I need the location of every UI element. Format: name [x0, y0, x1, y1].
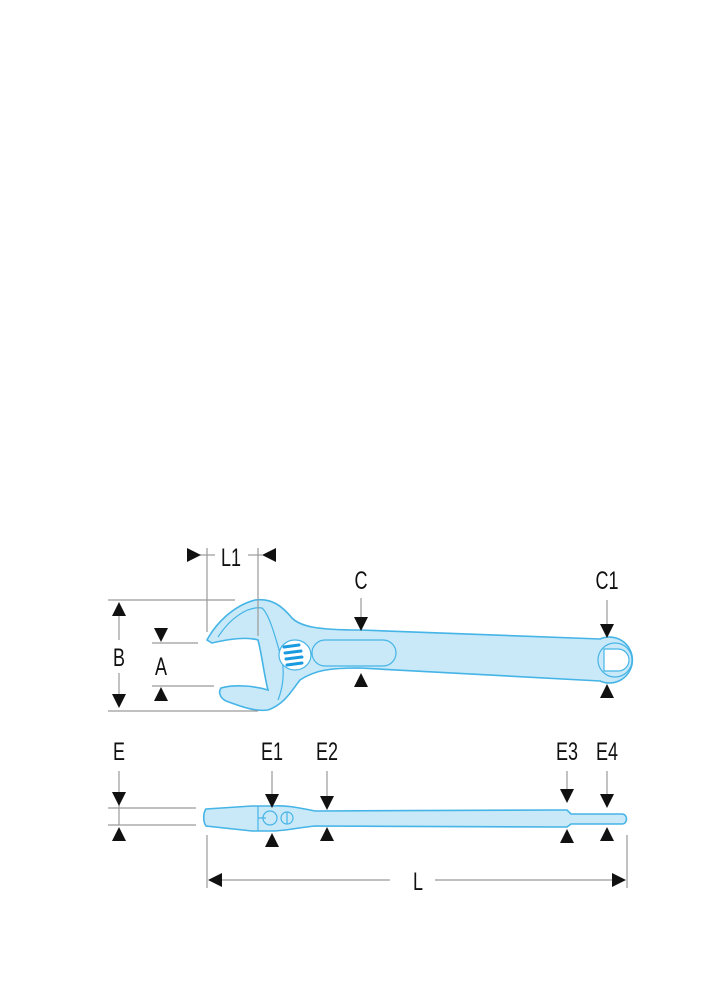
arrow-up-icon: [265, 833, 279, 847]
arrow-left-icon: [262, 548, 276, 562]
dimension-arrows: [112, 548, 626, 887]
arrow-down-icon: [112, 792, 126, 806]
arrow-down-icon: [112, 694, 126, 708]
label-A: A: [155, 652, 167, 681]
label-E1: E1: [261, 737, 283, 766]
arrow-left-icon: [208, 873, 222, 887]
arrow-up-icon: [354, 673, 368, 687]
label-B: B: [113, 643, 125, 672]
wrench-side-view: [202, 804, 628, 832]
dimension-lines: [108, 548, 628, 888]
arrow-up-icon: [600, 827, 614, 841]
arrow-down-icon: [354, 617, 368, 631]
arrow-up-icon: [112, 827, 126, 841]
arrow-right-icon: [187, 548, 201, 562]
arrow-up-icon: [154, 687, 168, 701]
arrow-down-icon: [600, 624, 614, 638]
label-E: E: [113, 737, 125, 766]
ring-inner-outline: [597, 642, 633, 678]
dimension-labels: L1 C C1 B A E E1 E2 E3 E4 L: [113, 543, 619, 896]
label-C1: C1: [596, 566, 619, 595]
arrow-up-icon: [560, 829, 574, 843]
arrow-down-icon: [600, 794, 614, 808]
label-E2: E2: [316, 737, 338, 766]
label-E3: E3: [556, 737, 578, 766]
label-C: C: [355, 566, 368, 595]
arrow-down-icon: [320, 796, 334, 810]
label-L1: L1: [221, 543, 241, 572]
arrow-up-icon: [112, 602, 126, 616]
label-L: L: [413, 867, 423, 896]
side-pin: [262, 810, 278, 826]
arrow-down-icon: [154, 628, 168, 642]
head-inner-edge: [217, 607, 284, 701]
arrow-down-icon: [560, 789, 574, 803]
wrench-top-view: [205, 598, 634, 712]
ring-hole: [603, 648, 630, 672]
wrench-top-body: [205, 598, 634, 712]
arrow-down-icon: [265, 794, 279, 808]
handle-recess: [311, 639, 397, 667]
worm-gear: [282, 643, 304, 667]
label-E4: E4: [596, 737, 618, 766]
wrench-side-body: [202, 804, 628, 832]
arrow-up-icon: [320, 827, 334, 841]
arrow-up-icon: [600, 684, 614, 698]
arrow-right-icon: [612, 873, 626, 887]
